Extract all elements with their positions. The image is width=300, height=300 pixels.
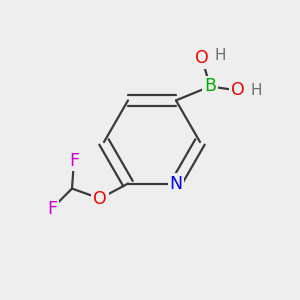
Text: N: N	[169, 175, 183, 193]
Text: F: F	[69, 152, 79, 169]
Text: O: O	[195, 50, 209, 68]
Text: H: H	[214, 48, 226, 63]
Text: B: B	[204, 77, 216, 95]
Text: O: O	[93, 190, 107, 208]
Text: O: O	[231, 81, 245, 99]
Text: H: H	[250, 83, 262, 98]
Text: F: F	[47, 200, 57, 217]
